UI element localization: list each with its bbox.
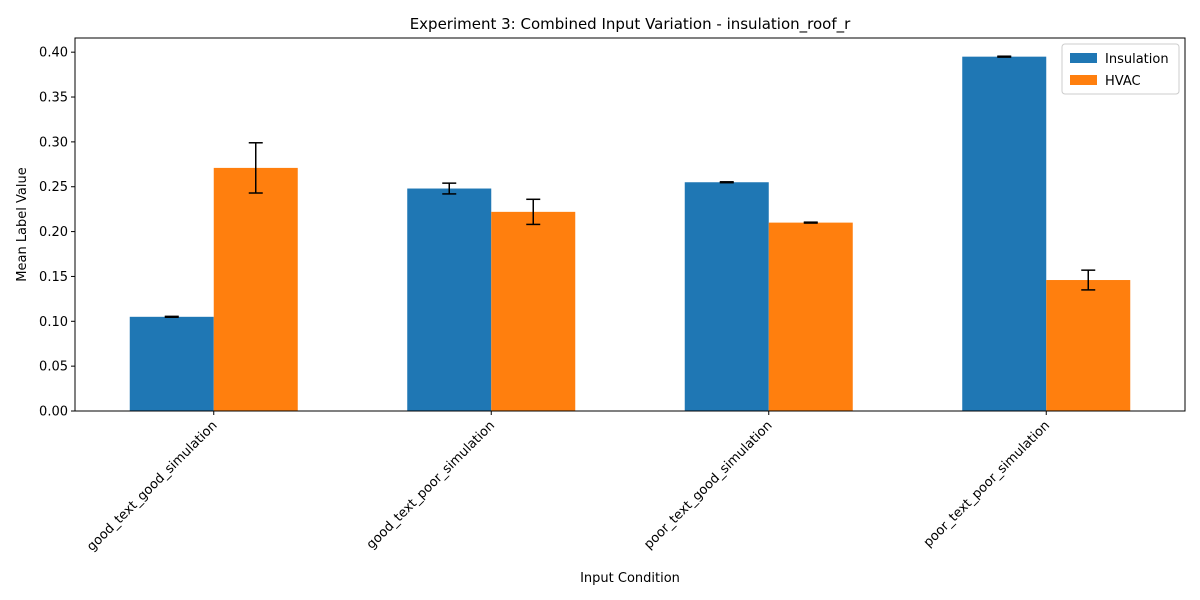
bar-insulation-3 bbox=[962, 56, 1047, 412]
bar-insulation-0 bbox=[129, 316, 214, 411]
x-tick-label: good_text_good_simulation bbox=[84, 418, 220, 554]
errorbars-group bbox=[164, 55, 1096, 319]
bar-insulation-1 bbox=[407, 188, 492, 411]
x-axis: good_text_good_simulation good_text_poor_… bbox=[84, 411, 1053, 555]
y-tick-label: 0.05 bbox=[39, 360, 68, 375]
plot-frame bbox=[74, 37, 1186, 412]
legend: Insulation HVAC bbox=[1061, 43, 1180, 95]
legend-swatch-hvac bbox=[1070, 75, 1097, 85]
y-tick-label: 0.35 bbox=[39, 91, 68, 106]
y-tick-label: 0.10 bbox=[39, 315, 68, 330]
chart-title: Experiment 3: Combined Input Variation -… bbox=[410, 15, 851, 34]
y-tick-label: 0.25 bbox=[39, 180, 68, 195]
y-tick-label: 0.20 bbox=[39, 225, 68, 240]
bar-hvac-2 bbox=[768, 222, 853, 411]
bar-insulation-2 bbox=[684, 182, 769, 411]
x-axis-title: Input Condition bbox=[580, 571, 680, 586]
bar-hvac-0 bbox=[213, 167, 298, 411]
x-tick-label: poor_text_poor_simulation bbox=[921, 418, 1053, 550]
y-axis: 0.00 0.05 0.10 0.15 0.20 0.25 0.30 0.35 0.40 bbox=[39, 46, 75, 420]
y-tick-label: 0.15 bbox=[39, 270, 68, 285]
bars-group bbox=[129, 56, 1131, 412]
y-tick-label: 0.40 bbox=[39, 46, 68, 61]
x-tick-label: good_text_poor_simulation bbox=[364, 418, 498, 552]
bar-hvac-1 bbox=[491, 211, 576, 411]
y-tick-label: 0.00 bbox=[39, 405, 68, 420]
legend-label-hvac: HVAC bbox=[1105, 74, 1141, 89]
bar-hvac-3 bbox=[1046, 280, 1131, 411]
y-tick-label: 0.30 bbox=[39, 135, 68, 150]
x-tick-label: poor_text_good_simulation bbox=[641, 418, 775, 552]
legend-label-insulation: Insulation bbox=[1105, 52, 1169, 67]
legend-swatch-insulation bbox=[1070, 53, 1097, 63]
y-axis-title: Mean Label Value bbox=[15, 167, 30, 281]
